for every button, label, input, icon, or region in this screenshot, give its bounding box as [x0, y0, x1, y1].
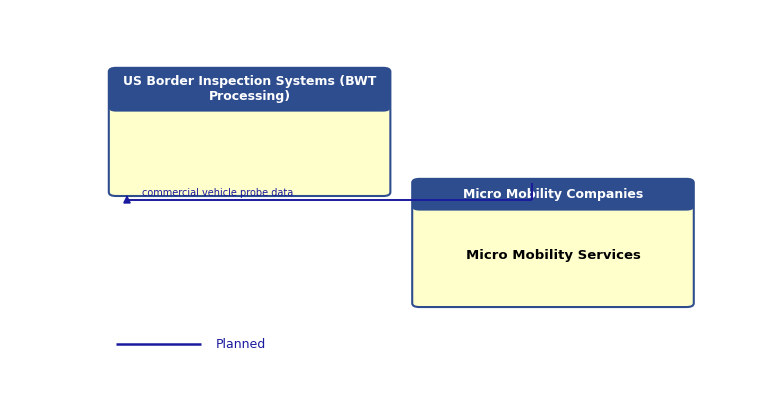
- FancyBboxPatch shape: [412, 179, 694, 307]
- Bar: [116, 86, 383, 108]
- FancyBboxPatch shape: [109, 68, 391, 196]
- FancyBboxPatch shape: [109, 68, 391, 112]
- Text: Planned: Planned: [216, 338, 266, 351]
- FancyBboxPatch shape: [412, 179, 694, 211]
- Bar: [420, 192, 687, 207]
- Text: commercial vehicle probe data: commercial vehicle probe data: [143, 187, 294, 198]
- Text: Micro Mobility Companies: Micro Mobility Companies: [463, 188, 643, 201]
- Text: US Border Inspection Systems (BWT
Processing): US Border Inspection Systems (BWT Proces…: [123, 75, 377, 103]
- Text: Micro Mobility Services: Micro Mobility Services: [466, 248, 640, 262]
